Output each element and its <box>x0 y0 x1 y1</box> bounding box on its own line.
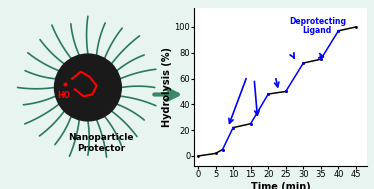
Text: HO: HO <box>57 91 70 100</box>
Y-axis label: Hydrolysis (%): Hydrolysis (%) <box>162 47 172 127</box>
Text: Deprotecting: Deprotecting <box>289 17 346 26</box>
Text: Nanoparticle
Protector: Nanoparticle Protector <box>68 133 134 153</box>
X-axis label: Time (min): Time (min) <box>251 182 310 189</box>
Circle shape <box>55 54 121 121</box>
Text: Ligand: Ligand <box>303 26 332 35</box>
